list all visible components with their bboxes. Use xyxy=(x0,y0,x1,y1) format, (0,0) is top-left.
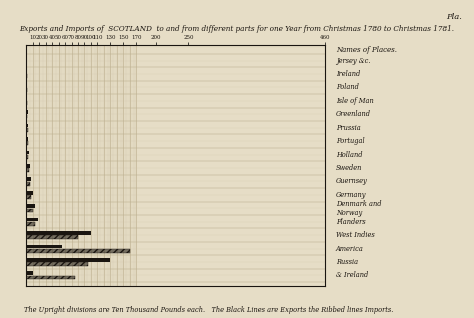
Bar xyxy=(26,195,31,199)
Bar xyxy=(26,74,27,78)
Text: Pla.: Pla. xyxy=(447,13,462,21)
Bar xyxy=(26,168,29,172)
Bar xyxy=(26,195,31,199)
Bar xyxy=(26,57,27,60)
Text: Guernsey: Guernsey xyxy=(336,177,368,185)
Bar xyxy=(26,249,130,252)
Bar xyxy=(26,83,27,87)
Bar xyxy=(26,110,28,114)
Text: Russia: Russia xyxy=(336,258,358,266)
Bar xyxy=(26,177,31,181)
Bar xyxy=(26,218,38,221)
Bar xyxy=(26,262,88,266)
Bar xyxy=(26,114,27,118)
Bar xyxy=(26,142,27,145)
Bar xyxy=(26,88,27,92)
Bar xyxy=(26,231,91,235)
Bar xyxy=(26,137,28,141)
Bar xyxy=(26,222,35,226)
Bar xyxy=(26,151,29,154)
Bar xyxy=(26,128,27,132)
Bar xyxy=(26,249,130,252)
Bar xyxy=(26,182,30,185)
Text: Jersey &c.: Jersey &c. xyxy=(336,57,370,65)
Bar xyxy=(26,155,28,159)
Bar xyxy=(26,114,27,118)
Bar xyxy=(26,222,35,226)
Bar xyxy=(26,101,27,105)
Bar xyxy=(26,97,27,100)
Bar xyxy=(26,124,28,128)
Text: Prussia: Prussia xyxy=(336,124,361,132)
Text: Holland: Holland xyxy=(336,151,363,159)
Bar xyxy=(26,101,27,105)
Bar xyxy=(26,142,27,145)
Text: & Ireland: & Ireland xyxy=(336,272,368,280)
Text: Isle of Man: Isle of Man xyxy=(336,97,374,105)
Bar xyxy=(26,262,88,266)
Bar xyxy=(26,204,35,208)
Text: Portugal: Portugal xyxy=(336,137,365,145)
Bar xyxy=(26,235,78,239)
Bar xyxy=(26,182,30,185)
Text: Poland: Poland xyxy=(336,84,359,92)
Bar xyxy=(26,276,75,280)
Text: Ireland: Ireland xyxy=(336,70,360,78)
Bar xyxy=(26,88,27,92)
Bar xyxy=(26,209,33,212)
Bar xyxy=(26,272,33,275)
Bar xyxy=(26,168,29,172)
Text: The Upright divisions are Ten Thousand Pounds each.   The Black Lines are Export: The Upright divisions are Ten Thousand P… xyxy=(24,306,393,314)
Text: Germany: Germany xyxy=(336,191,366,199)
Text: Greenland: Greenland xyxy=(336,110,371,118)
Text: Denmark and
Norway: Denmark and Norway xyxy=(336,200,382,217)
Bar xyxy=(26,258,110,262)
Bar xyxy=(26,128,27,132)
Bar xyxy=(26,74,27,78)
Bar xyxy=(26,164,30,168)
Bar xyxy=(26,155,28,159)
Text: West Indies: West Indies xyxy=(336,231,374,239)
Text: Exports and Imports of  SCOTLAND  to and from different parts for one Year from : Exports and Imports of SCOTLAND to and f… xyxy=(19,25,454,33)
Bar xyxy=(26,209,33,212)
Bar xyxy=(26,235,78,239)
Text: Names of Places.: Names of Places. xyxy=(336,46,397,54)
Bar xyxy=(26,276,75,280)
Text: Sweden: Sweden xyxy=(336,164,362,172)
Text: America: America xyxy=(336,245,364,252)
Bar xyxy=(26,191,33,195)
Text: Flanders: Flanders xyxy=(336,218,365,226)
Bar xyxy=(26,70,27,74)
Bar xyxy=(26,245,62,248)
